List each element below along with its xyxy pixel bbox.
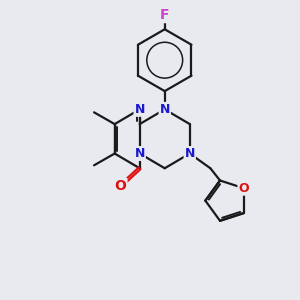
Text: N: N (134, 103, 145, 116)
Text: O: O (115, 179, 127, 193)
Text: N: N (184, 147, 195, 160)
Text: O: O (238, 182, 249, 195)
Text: F: F (160, 8, 169, 22)
Text: N: N (160, 103, 170, 116)
Text: N: N (134, 147, 145, 160)
